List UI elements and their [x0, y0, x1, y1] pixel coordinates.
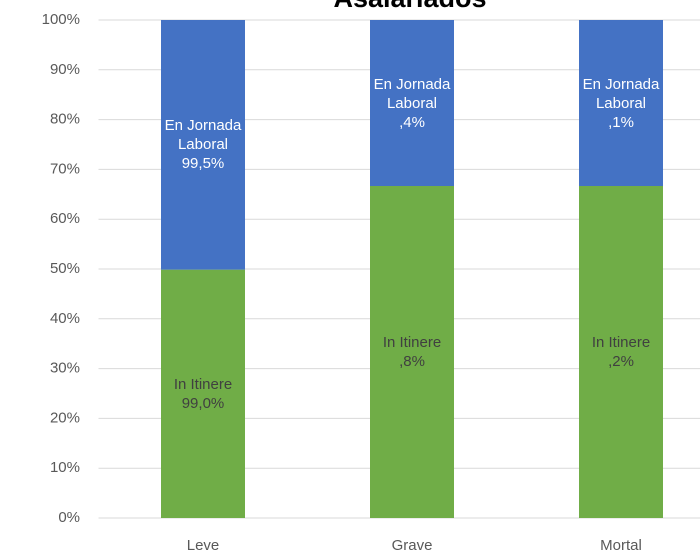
chart-title: Asalariados [333, 0, 486, 13]
segment-series-name: En Jornada Laboral [373, 75, 451, 112]
data-label: 99,0% [181, 394, 225, 412]
data-label: ,8% [399, 353, 425, 370]
data-label: ,1% [608, 113, 634, 131]
segment-label-box: In Itinere 99,0% [157, 270, 249, 518]
segment-label: In Itinere ,2% [575, 186, 667, 518]
segment-label-box: En Jornada Laboral ,4% [366, 20, 458, 186]
x-tick-label: Grave [392, 537, 433, 554]
segment-series-name: En Jornada Laboral [164, 117, 242, 154]
y-tick-label: 90% [50, 61, 80, 78]
segment-label-box: In Itinere ,8% [366, 186, 458, 518]
bar-segment [370, 186, 454, 518]
segment-label-box: En Jornada Laboral 99,5% [157, 20, 249, 270]
y-tick-label: 10% [50, 459, 80, 476]
data-label: ,4% [399, 113, 425, 131]
y-tick-label: 100% [42, 11, 80, 28]
segment-series-name: En Jornada Laboral [582, 75, 660, 112]
segment-label: En Jornada Laboral,4% [366, 20, 458, 186]
x-tick-label: Mortal [600, 537, 642, 554]
data-label: ,2% [608, 353, 634, 370]
y-tick-label: 30% [50, 360, 80, 377]
segment-label: En Jornada Laboral,1% [575, 20, 667, 186]
segment-series-name: In Itinere [382, 334, 442, 351]
x-tick-label: Leve [187, 537, 220, 554]
y-tick-label: 0% [58, 509, 80, 526]
data-label: 99,5% [181, 155, 225, 173]
y-tick-label: 40% [50, 310, 80, 327]
segment-series-name: In Itinere [173, 375, 233, 393]
bar-segment [579, 20, 663, 186]
bar-segment [161, 20, 245, 270]
segment-label-box: En Jornada Laboral ,1% [575, 20, 667, 186]
y-tick-label: 50% [50, 260, 80, 277]
segment-series-name: In Itinere [591, 334, 651, 351]
bar-segment [579, 186, 663, 518]
bar-segment [161, 269, 245, 518]
y-tick-label: 80% [50, 111, 80, 128]
bar-segment [370, 20, 454, 186]
y-tick-label: 70% [50, 160, 80, 177]
segment-label: In Itinere ,8% [366, 186, 458, 518]
y-tick-label: 60% [50, 210, 80, 227]
segment-label-box: In Itinere ,2% [575, 186, 667, 518]
y-tick-label: 20% [50, 409, 80, 426]
